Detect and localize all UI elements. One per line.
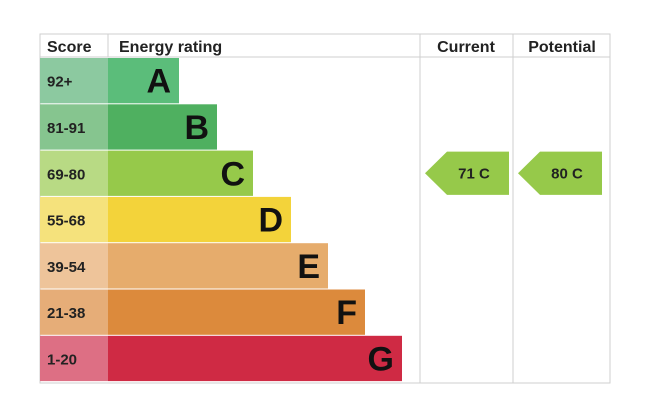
band-bar-d — [108, 196, 291, 243]
rating-arrows: 71 C 80 C — [425, 151, 602, 195]
score-label-a: 92+ — [47, 74, 73, 91]
score-label-g: 1-20 — [47, 351, 77, 368]
band-letter-e: E — [297, 248, 320, 286]
score-cell-d — [40, 196, 108, 243]
band-bar-f — [108, 289, 365, 335]
band-bar-c — [108, 150, 253, 196]
score-label-d: 55-68 — [47, 213, 85, 230]
score-label-e: 39-54 — [47, 259, 86, 276]
rating-bands: 92+ A 81-91 B 69-80 C 55-68 D 39-54 E 21-38 F 1-20 G — [40, 58, 402, 382]
score-cell-a — [40, 58, 108, 104]
header-score: Score — [47, 39, 92, 56]
band-bar-g — [108, 335, 402, 382]
band-letter-f: F — [336, 294, 357, 332]
header-potential: Potential — [528, 39, 596, 56]
band-bar-a — [108, 58, 179, 104]
band-bar-e — [108, 243, 328, 289]
current-arrow — [425, 151, 509, 195]
band-letter-b: B — [184, 109, 209, 147]
band-letter-a: A — [146, 63, 171, 101]
current-rating-label: 71 C — [458, 165, 490, 182]
score-label-b: 81-91 — [47, 120, 85, 137]
header-energy-rating: Energy rating — [119, 39, 222, 56]
header-current: Current — [437, 39, 495, 56]
score-cell-f — [40, 289, 108, 335]
score-cell-g — [40, 335, 108, 382]
band-letter-c: C — [220, 155, 245, 193]
potential-rating-label: 80 C — [551, 165, 583, 182]
score-cell-c — [40, 150, 108, 196]
potential-arrow — [518, 151, 602, 195]
band-letter-d: D — [258, 202, 283, 240]
score-label-c: 69-80 — [47, 166, 85, 183]
band-bar-b — [108, 104, 217, 150]
score-cell-e — [40, 243, 108, 289]
score-label-f: 21-38 — [47, 305, 85, 322]
band-letter-g: G — [368, 340, 394, 378]
score-cell-b — [40, 104, 108, 150]
